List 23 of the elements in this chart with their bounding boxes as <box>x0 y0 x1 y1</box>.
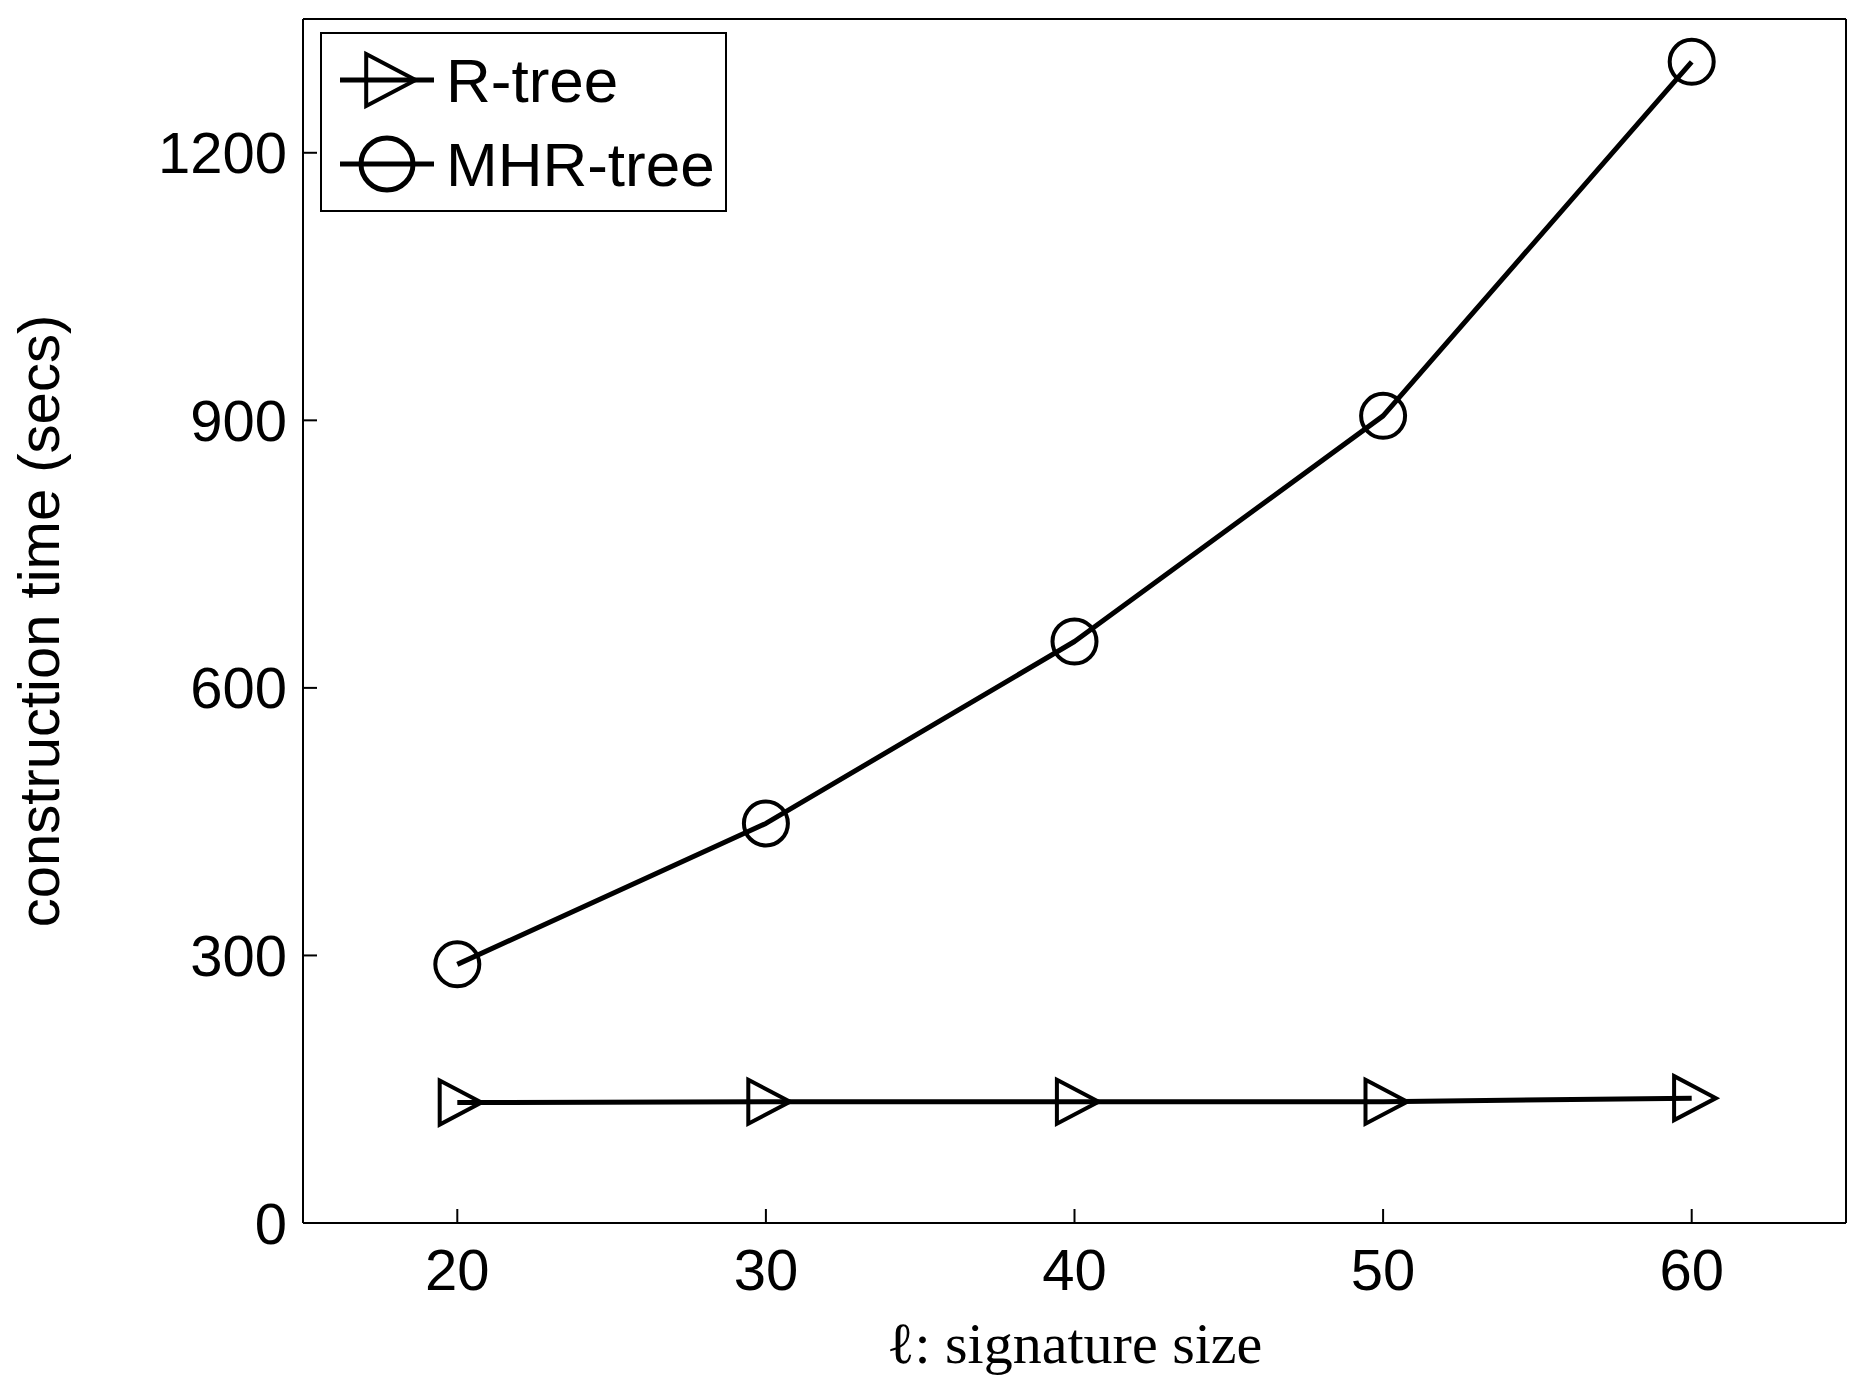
x-tick-label: 50 <box>1350 1237 1416 1303</box>
y-tick-label: 1200 <box>157 120 287 186</box>
point <box>746 1077 793 1126</box>
point <box>1672 1074 1718 1123</box>
y-tick-label: 0 <box>254 1190 287 1256</box>
point <box>1359 391 1408 440</box>
y-tick-label: 900 <box>190 387 287 453</box>
x-tick-label: 60 <box>1659 1237 1724 1303</box>
y-axis-title: construction time (secs) <box>5 314 71 928</box>
legend-label: MHR-tree <box>446 128 715 200</box>
x-tick-label: 20 <box>425 1237 490 1303</box>
point <box>437 1078 484 1127</box>
x-axis-title: ℓ: signature size <box>886 1311 1263 1376</box>
y-tick-label: 600 <box>190 655 287 721</box>
point <box>433 940 482 989</box>
point <box>1667 37 1716 86</box>
point <box>1363 1077 1410 1126</box>
x-tick-label: 40 <box>1042 1237 1107 1303</box>
point <box>1054 1077 1101 1126</box>
point <box>1050 617 1099 666</box>
x-tick-label: 30 <box>733 1237 799 1303</box>
y-tick-label: 300 <box>190 923 287 989</box>
legend-label: R-tree <box>446 44 619 116</box>
